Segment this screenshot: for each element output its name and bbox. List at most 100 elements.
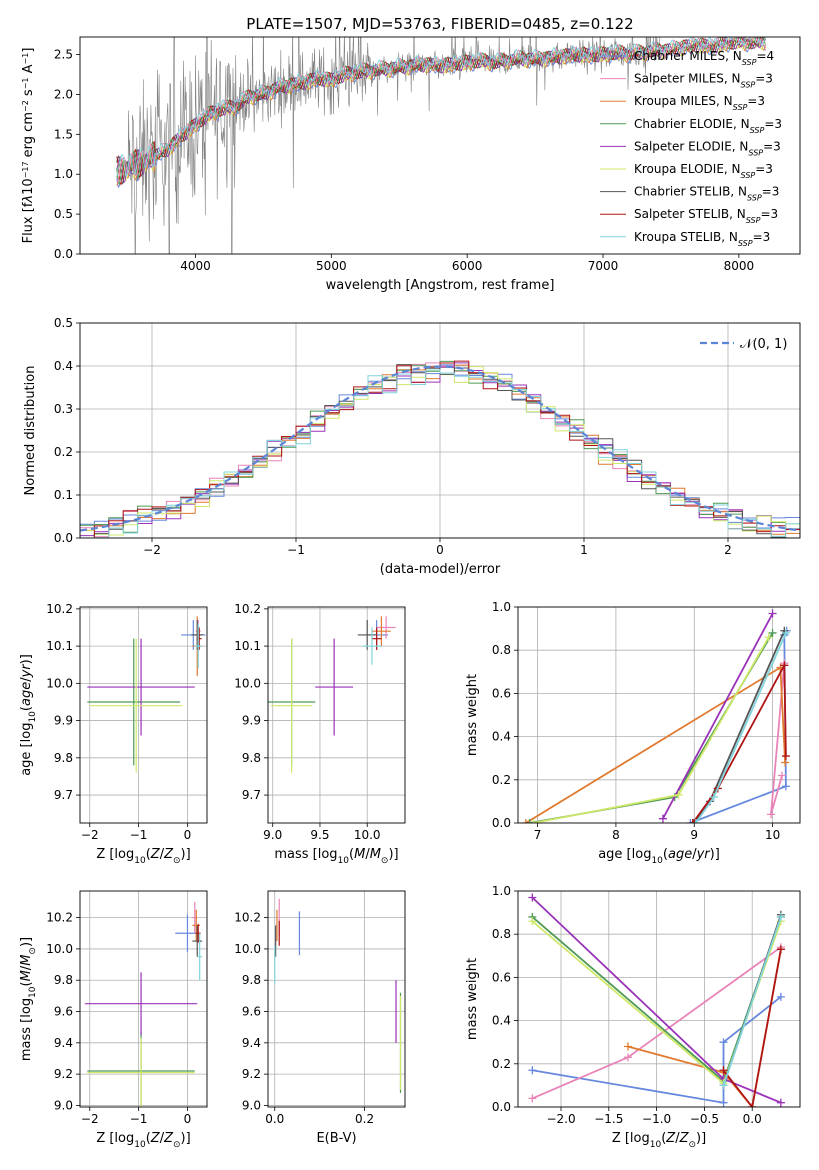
legend-label-normal: 𝒩(0, 1) (740, 337, 787, 352)
legend-label-chabrier-stelib: Chabrier STELIB, NSSP=3 (634, 185, 779, 203)
weight-marker-salpeter-stelib (688, 819, 697, 823)
y-tick-label: 0.0 (54, 531, 73, 545)
x-tick-label: 8 (612, 828, 620, 842)
x-tick-label: −1 (130, 1112, 148, 1126)
x-tick-label: −1 (130, 828, 148, 842)
panel-residuals: −2 −1 0 1 2 0.0 0.1 0.2 0.3 0.4 0.5 (data-model)/er… (23, 316, 801, 577)
y-tick-label: 9.6 (242, 1005, 261, 1019)
x-tick-label: −0.5 (690, 1112, 719, 1126)
weight-marker-kroupa-stelib (709, 793, 718, 802)
y-tick-label: 9.7 (54, 788, 73, 802)
y-tick-label: 10.0 (46, 676, 73, 690)
y-tick-label: 0.0 (492, 816, 511, 830)
weight-line-salpeter-stelib (722, 949, 782, 1107)
weight-marker-salpeter-miles (767, 810, 776, 819)
weight-marker-salpeter-stelib (780, 661, 789, 670)
panels: 4000 5000 6000 7000 80000.00.51.01.52.02.5wa… (19, 36, 801, 1150)
x-tick-label: −2 (143, 543, 161, 557)
y-tick-label: 10.2 (234, 911, 261, 925)
y-tick-label: 10.0 (234, 676, 261, 690)
y-tick-label: 0.1 (54, 488, 73, 502)
x-tick-label: 9 (690, 828, 698, 842)
weight-marker-kroupa-stelib (719, 1081, 728, 1090)
weight-marker-salpeter-stelib (719, 1066, 728, 1075)
y-tick-label: 1.0 (492, 884, 511, 898)
axes-frame (79, 36, 801, 255)
y-tick-label: 9.7 (242, 788, 261, 802)
y-tick-label: 2.5 (54, 48, 73, 62)
x-tick-label: 10 (765, 828, 780, 842)
y-axis-label: mass weight (465, 958, 480, 1040)
y-tick-label: 10.2 (46, 911, 73, 925)
weight-marker-chabrier-miles (719, 1098, 728, 1107)
x-tick-label: 6000 (452, 259, 483, 273)
x-tick-label: 0 (184, 1112, 192, 1126)
weight-line-kroupa-stelib (722, 916, 782, 1086)
weight-line-salpeter-stelib (691, 661, 787, 823)
histogram-kroupa-stelib (80, 369, 800, 538)
y-tick-label: 1.0 (54, 167, 73, 181)
y-tick-label: 0.2 (54, 445, 73, 459)
x-tick-label: 5000 (316, 259, 347, 273)
weight-marker-kroupa-elodie (528, 917, 537, 926)
x-tick-label: −2.0 (546, 1112, 575, 1126)
figure-title: PLATE=1507, MJD=53763, FIBERID=0485, z=0… (246, 15, 633, 33)
y-tick-label: 0.8 (492, 643, 511, 657)
y-tick-label: 0.8 (492, 927, 511, 941)
x-axis-label: E(B-V) (316, 1131, 356, 1146)
y-tick-label: 0.6 (492, 970, 511, 984)
weight-marker-chabrier-miles (781, 782, 790, 791)
y-tick-label: 0.4 (492, 730, 511, 744)
y-tick-label: 9.2 (54, 1067, 73, 1081)
x-tick-label: 0.0 (743, 1112, 762, 1126)
legend-label-salpeter-elodie: Salpeter ELODIE, NSSP=3 (634, 139, 781, 157)
y-tick-label: 10.1 (234, 639, 261, 653)
axes-frame (517, 890, 801, 1108)
x-tick-label: −2 (81, 828, 99, 842)
weight-marker-chabrier-miles (528, 1066, 537, 1075)
y-tick-label: 0.4 (492, 1014, 511, 1028)
panel-age_vs_Z: −2 −1 0 9.7 9.8 9.9 10.0 10.1 10.2 Z [log10(Z/Z⊙)… (19, 602, 208, 866)
x-axis-label: Z [log10(Z/Z⊙)] (612, 1131, 706, 1150)
weight-marker-chabrier-miles (719, 1038, 728, 1047)
weight-marker-kroupa-miles (623, 1042, 632, 1051)
x-tick-label: 7 (534, 828, 542, 842)
x-tick-label: −1.0 (642, 1112, 671, 1126)
x-tick-label: 0 (436, 543, 444, 557)
weight-line-salpeter-elodie (662, 613, 774, 820)
y-tick-label: 10.2 (234, 602, 261, 616)
weight-marker-chabrier-elodie (525, 819, 534, 823)
panel-mass_vs_ebv: 0.0 0.2 9.0 9.2 9.4 9.6 9.8 10.0 10.2 E(B-V) (234, 890, 406, 1146)
y-tick-label: 0.5 (54, 207, 73, 221)
panel-age_vs_mass: 9.0 9.5 10.0 9.7 9.8 9.9 10.0 10.1 10.2 mass [log… (234, 602, 406, 866)
x-tick-label: 8000 (724, 259, 755, 273)
plot-area-spectrum (116, 37, 766, 254)
x-axis-label: wavelength [Angstrom, rest frame] (326, 278, 555, 293)
x-axis-label: age [log10(age/yr)] (598, 847, 720, 866)
x-tick-label: −1.5 (594, 1112, 623, 1126)
panel-mass_vs_Z: −2 −1 0 9.0 9.2 9.4 9.6 9.8 10.0 10.2 Z [log10(Z/Z… (19, 890, 208, 1150)
y-tick-label: 9.9 (54, 714, 73, 728)
x-tick-label: −1 (287, 543, 305, 557)
y-tick-label: 9.0 (54, 1098, 73, 1112)
plot-area-age_vs_Z (80, 607, 207, 823)
x-tick-label: 4000 (180, 259, 211, 273)
x-tick-label: 0.0 (265, 1112, 284, 1126)
weight-marker-kroupa-elodie (529, 819, 538, 823)
weight-marker-salpeter-miles (528, 1094, 537, 1103)
weight-marker-salpeter-elodie (768, 609, 777, 618)
panel-weight_vs_Z: −2.0 −1.5 −1.0 −0.5 0.0 0.0 0.2 0.4 0.6 0.8 1.0 Z [… (465, 884, 801, 1150)
y-tick-label: 10.0 (46, 942, 73, 956)
axes-frame (267, 606, 406, 824)
y-tick-label: 9.9 (242, 714, 261, 728)
spectrum-model-salpeter-miles (116, 37, 766, 184)
spectrum-model-kroupa-stelib (116, 37, 766, 178)
y-tick-label: 9.0 (242, 1098, 261, 1112)
plot-area-weight_vs_age (518, 607, 800, 823)
axes-frame (267, 890, 406, 1108)
weight-marker-salpeter-stelib (776, 945, 785, 954)
weight-marker-salpeter-stelib (748, 1103, 757, 1107)
x-tick-label: 2 (724, 543, 732, 557)
y-tick-label: 9.2 (242, 1067, 261, 1081)
plot-area-residuals (80, 323, 800, 538)
